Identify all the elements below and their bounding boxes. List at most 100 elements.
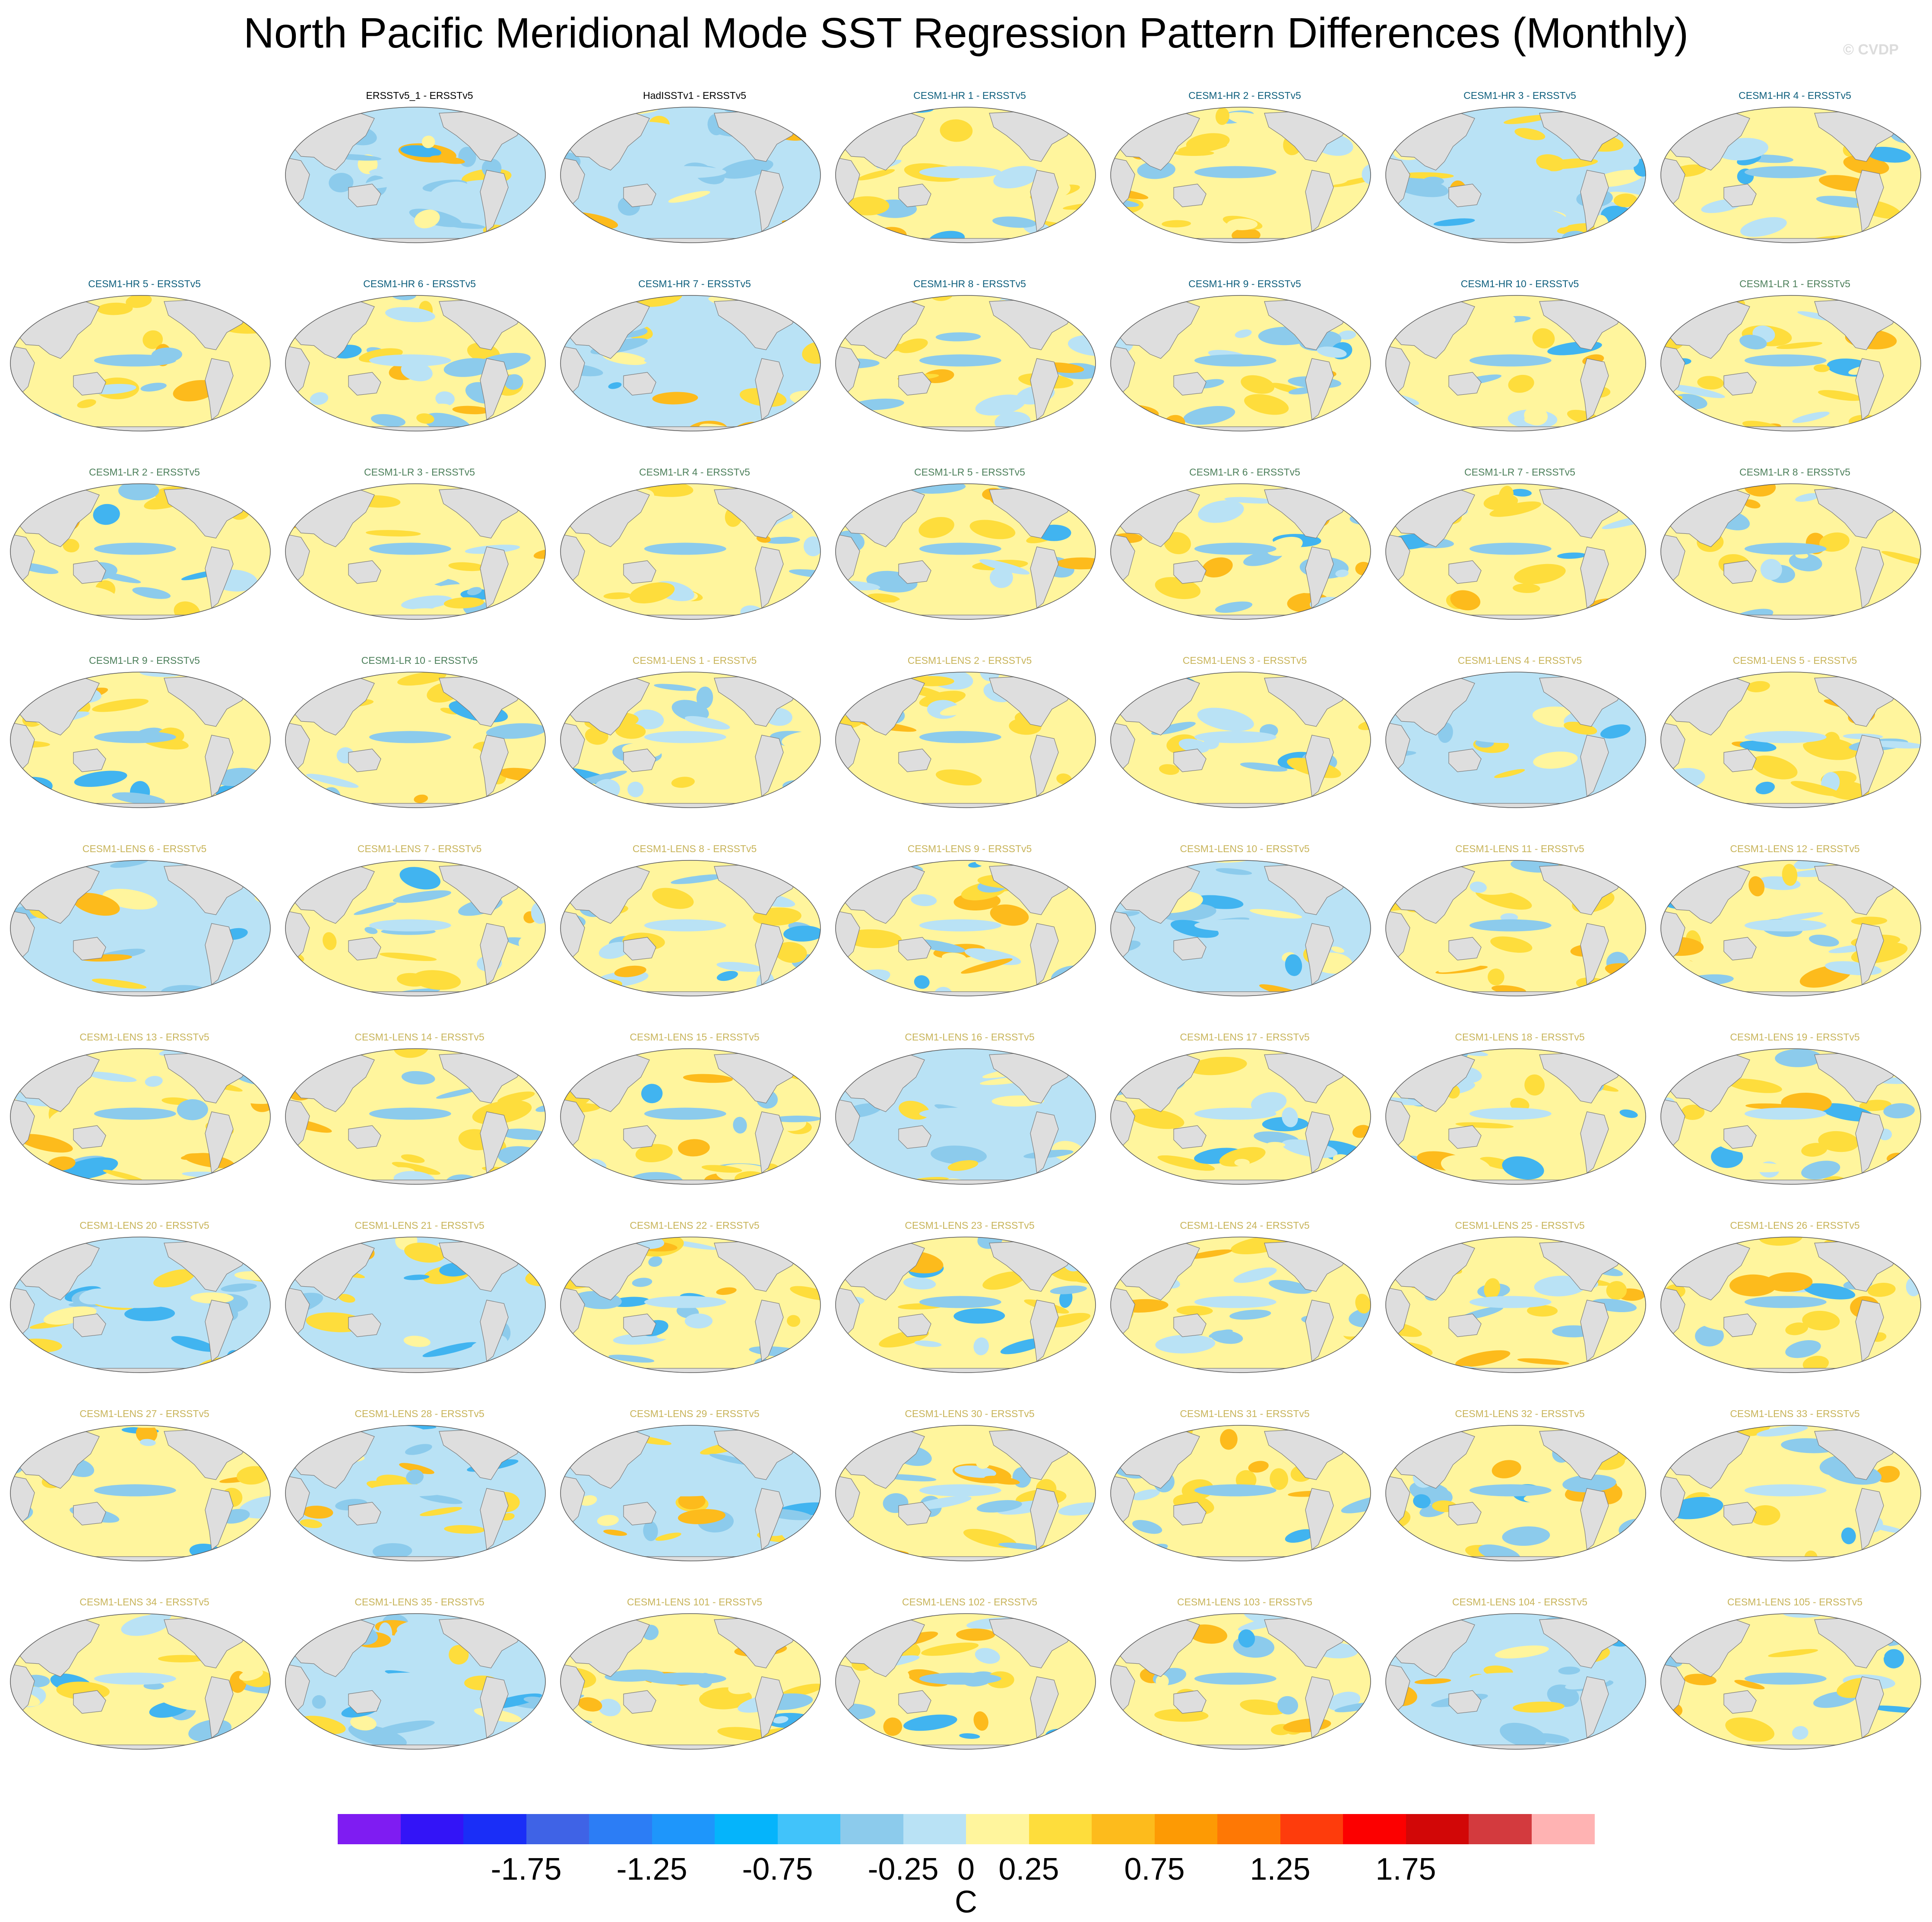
anomaly-contour bbox=[1622, 1677, 1646, 1692]
anomaly-contour bbox=[1483, 494, 1518, 511]
anomaly-contour bbox=[486, 723, 545, 739]
landmass bbox=[1030, 1300, 1059, 1362]
anomaly-contour bbox=[1684, 1674, 1717, 1685]
anomaly-contour bbox=[160, 1487, 220, 1507]
equatorial-anomaly bbox=[1194, 1672, 1276, 1685]
landmass bbox=[791, 1427, 820, 1443]
anomaly-contour bbox=[940, 119, 973, 142]
landmass bbox=[898, 184, 931, 207]
map-outline bbox=[1660, 107, 1921, 243]
anomaly-contour bbox=[535, 1104, 545, 1112]
anomaly-contour bbox=[684, 716, 730, 730]
anomaly-contour bbox=[982, 1271, 1025, 1290]
anomaly-contour bbox=[416, 413, 434, 424]
equatorial-anomaly bbox=[919, 354, 1001, 367]
anomaly-contour bbox=[1069, 1117, 1088, 1139]
map-outline bbox=[1660, 295, 1921, 431]
anomaly-contour bbox=[1188, 1056, 1247, 1075]
anomaly-contour bbox=[1695, 1325, 1724, 1347]
anomaly-contour bbox=[1129, 1108, 1185, 1129]
anomaly-contour bbox=[1867, 146, 1911, 163]
map-outline bbox=[1110, 672, 1371, 808]
colorbar-tick-label: -0.75 bbox=[742, 1852, 813, 1887]
anomaly-contour bbox=[1064, 1172, 1085, 1184]
anomaly-contour bbox=[1795, 493, 1820, 502]
anomaly-contour bbox=[1743, 499, 1761, 509]
anomaly-contour bbox=[1756, 1425, 1808, 1437]
equatorial-anomaly bbox=[369, 731, 451, 743]
anomaly-contour bbox=[1802, 1310, 1840, 1331]
anomaly-contour bbox=[1669, 384, 1725, 398]
sst-difference-map bbox=[1110, 672, 1371, 808]
map-outline bbox=[10, 1425, 271, 1561]
anomaly-contour bbox=[956, 1628, 995, 1641]
landmass bbox=[1580, 1488, 1609, 1551]
anomaly-contour bbox=[976, 1500, 1022, 1513]
anomaly-contour bbox=[63, 539, 79, 552]
anomaly-contour bbox=[1667, 960, 1699, 977]
anomaly-contour bbox=[1188, 1624, 1227, 1644]
anomaly-contour bbox=[782, 731, 820, 749]
anomaly-contour bbox=[18, 412, 63, 426]
anomaly-contour bbox=[1513, 1701, 1565, 1713]
equatorial-anomaly bbox=[1744, 1296, 1827, 1308]
colorbar-box bbox=[966, 1814, 1029, 1844]
panel-title: CESM1-LR 9 - ERSSTv5 bbox=[89, 655, 200, 666]
landmass bbox=[1616, 485, 1646, 502]
anomaly-contour bbox=[184, 1153, 234, 1168]
anomaly-contour bbox=[443, 358, 494, 377]
panel-title: CESM1-LENS 13 - ERSSTv5 bbox=[79, 1031, 209, 1043]
anomaly-contour bbox=[1502, 1156, 1544, 1180]
landmass bbox=[791, 1238, 820, 1255]
landmass bbox=[623, 1502, 656, 1526]
panel-title: CESM1-HR 4 - ERSSTv5 bbox=[1739, 90, 1851, 101]
anomaly-contour bbox=[1073, 232, 1091, 243]
anomaly-contour bbox=[684, 1313, 713, 1329]
landmass bbox=[755, 170, 784, 232]
anomaly-contour bbox=[430, 155, 465, 164]
anomaly-contour bbox=[390, 295, 417, 300]
map-outline bbox=[1660, 483, 1921, 620]
landmass bbox=[1305, 1488, 1334, 1551]
landmass bbox=[1341, 1615, 1371, 1632]
anomaly-contour bbox=[564, 611, 607, 619]
anomaly-contour bbox=[921, 1643, 979, 1656]
anomaly-contour bbox=[497, 1091, 535, 1104]
map-outline bbox=[1385, 1048, 1646, 1185]
landmass bbox=[10, 803, 270, 808]
anomaly-contour bbox=[1859, 1425, 1915, 1430]
anomaly-contour bbox=[1729, 241, 1744, 243]
equatorial-anomaly bbox=[369, 1672, 451, 1685]
equatorial-anomaly bbox=[919, 1107, 1001, 1120]
anomaly-contour bbox=[92, 1467, 115, 1475]
landmass bbox=[241, 862, 270, 879]
anomaly-contour bbox=[529, 107, 545, 116]
sst-difference-map bbox=[1385, 483, 1646, 620]
anomaly-contour bbox=[1883, 345, 1921, 365]
anomaly-contour bbox=[444, 222, 485, 229]
anomaly-contour bbox=[1197, 707, 1254, 731]
panel-title: CESM1-HR 7 - ERSSTv5 bbox=[638, 278, 751, 289]
anomaly-contour bbox=[190, 1292, 234, 1304]
landmass bbox=[205, 1488, 234, 1551]
anomaly-contour bbox=[1808, 935, 1839, 947]
anomaly-contour bbox=[1729, 1274, 1777, 1297]
anomaly-contour bbox=[1143, 295, 1168, 303]
anomaly-contour bbox=[285, 602, 307, 619]
anomaly-contour bbox=[126, 295, 152, 308]
sst-difference-map bbox=[1110, 483, 1371, 620]
anomaly-contour bbox=[1315, 1237, 1355, 1243]
landmass bbox=[348, 372, 381, 396]
anomaly-contour bbox=[1386, 297, 1410, 316]
anomaly-contour bbox=[1234, 1159, 1250, 1167]
anomaly-contour bbox=[1511, 488, 1532, 497]
anomaly-contour bbox=[1606, 1281, 1627, 1300]
map-outline bbox=[1385, 1425, 1646, 1561]
landmass bbox=[561, 1180, 820, 1184]
panel-title: CESM1-LENS 21 - ERSSTv5 bbox=[355, 1220, 485, 1231]
landmass bbox=[1030, 546, 1059, 609]
panel-title: CESM1-LENS 9 - ERSSTv5 bbox=[907, 843, 1032, 854]
map-outline bbox=[1110, 1613, 1371, 1750]
landmass bbox=[285, 1180, 545, 1184]
landmass bbox=[10, 615, 270, 619]
